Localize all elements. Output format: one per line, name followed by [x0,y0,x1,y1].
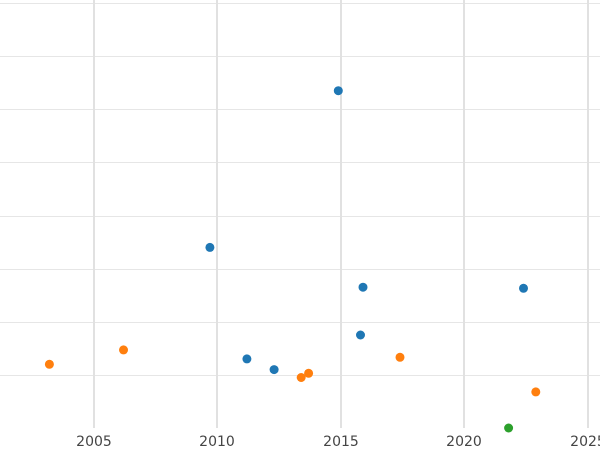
scatter-point-series-2 [531,387,541,397]
scatter-point-series-2 [304,368,314,378]
scatter-point-series-1 [205,242,215,252]
scatter-point-series-2 [44,359,54,369]
scatter-point-series-2 [119,345,128,355]
scatter-point-series-2 [296,373,306,382]
gridlines [0,0,600,428]
scatter-point-series-1 [269,365,279,375]
scatter-point-series-1 [242,354,252,364]
scatter-point-series-1 [519,283,528,293]
scatter-point-series-2 [395,352,405,362]
scatter-point-series-1 [358,282,368,292]
x-tick-label: 2020 [446,434,482,450]
x-axis-tick-labels: 2005 2010 2015 2020 2025 [76,434,600,450]
x-tick-label: 2015 [323,434,359,450]
data-points [44,86,541,433]
x-tick-label: 2005 [76,434,112,450]
scatter-point-series-3 [504,423,514,433]
x-tick-label: 2010 [199,434,235,450]
scatter-point-series-1 [356,330,365,340]
x-tick-label: 2025 [570,434,600,450]
scatter-point-series-1 [333,86,343,96]
